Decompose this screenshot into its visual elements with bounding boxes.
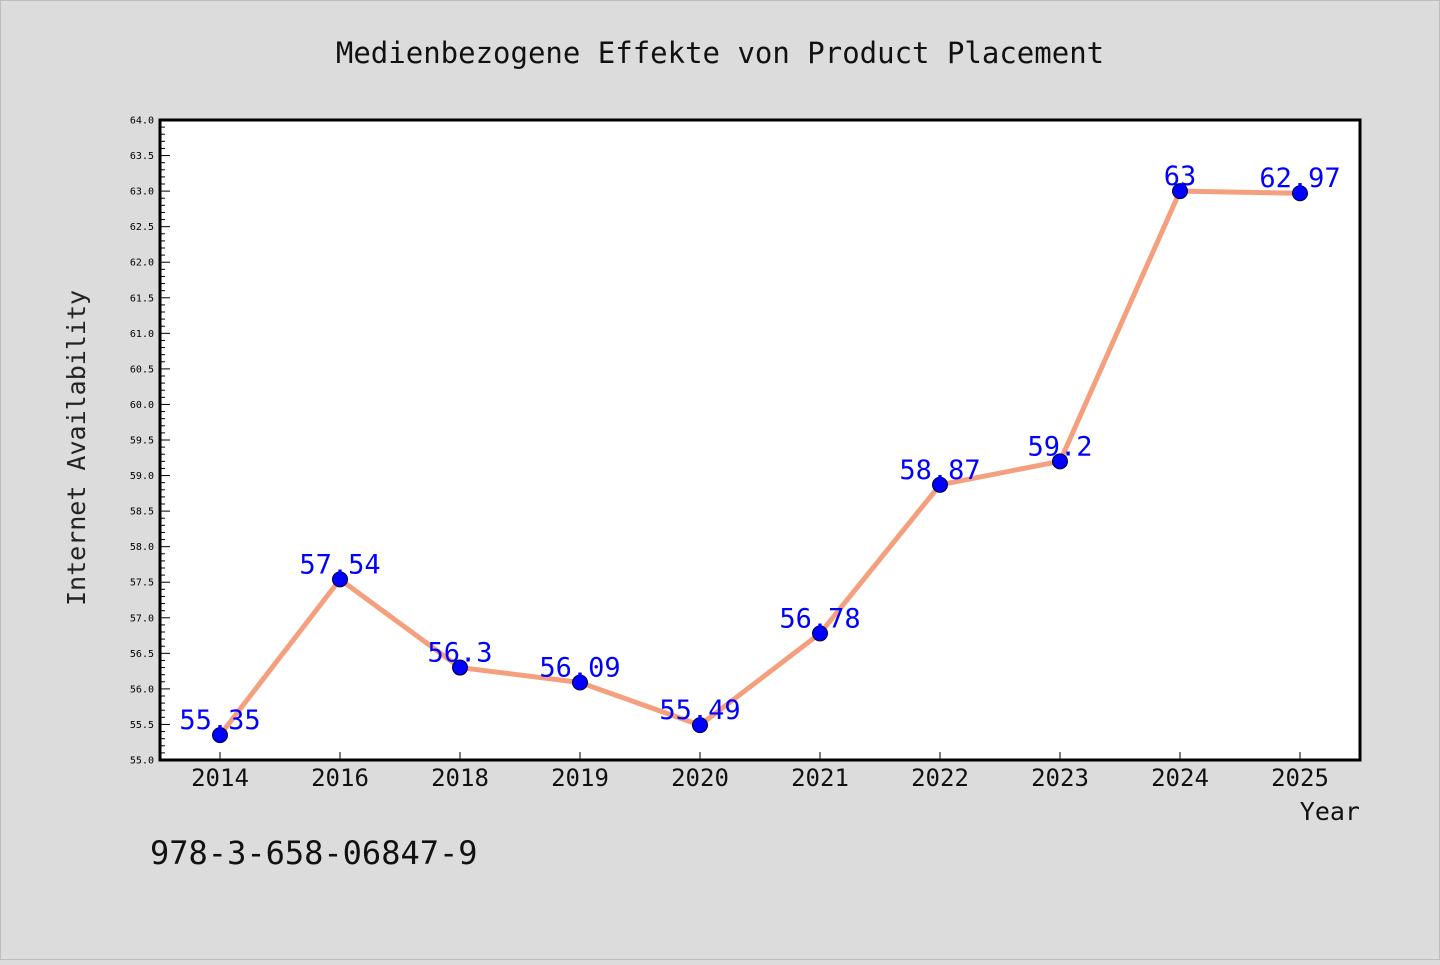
y-axis-label: Internet Availability <box>62 290 91 606</box>
y-tick-label: 63.0 <box>130 187 154 198</box>
y-tick-label: 62.0 <box>130 258 154 269</box>
y-tick-label: 59.0 <box>130 471 154 482</box>
y-tick-label: 56.5 <box>130 649 154 660</box>
y-tick-label: 59.5 <box>130 436 154 447</box>
x-tick-label: 2024 <box>1151 764 1209 792</box>
data-label: 59.2 <box>1027 431 1092 462</box>
data-label: 58.87 <box>899 455 980 486</box>
data-point <box>1292 185 1308 202</box>
data-labels: 55.35 57.54 56.3 56.09 55.49 56.78 58.87 59.2 63… <box>179 161 1340 736</box>
series-line <box>217 188 1303 738</box>
x-tick-label: 2018 <box>431 764 489 792</box>
chart-title: Medienbezogene Effekte von Product Place… <box>336 36 1104 70</box>
y-tick-label: 57.5 <box>130 578 154 589</box>
x-tick-label: 2014 <box>191 764 249 792</box>
data-point <box>812 625 828 642</box>
data-point <box>1052 453 1068 470</box>
data-point <box>212 727 228 744</box>
series-line-group <box>217 188 1303 738</box>
data-point <box>572 674 588 691</box>
data-point <box>332 571 348 588</box>
y-tick-label: 61.0 <box>130 329 154 340</box>
y-tick-label: 58.5 <box>130 507 154 518</box>
y-tick-label: 61.5 <box>130 293 154 304</box>
y-tick-label: 56.0 <box>130 684 154 695</box>
x-tick-label: 2019 <box>551 764 609 792</box>
data-point <box>452 659 468 676</box>
plot-area <box>160 120 1360 760</box>
y-tick-label: 60.5 <box>130 364 154 375</box>
x-tick-label: 2021 <box>791 764 849 792</box>
y-tick-label: 63.5 <box>130 151 154 162</box>
y-tick-label: 55.0 <box>130 756 154 767</box>
data-point <box>1172 183 1188 200</box>
y-tick-label: 55.5 <box>130 720 154 731</box>
x-tick-label: 2022 <box>911 764 969 792</box>
y-tick-label: 60.0 <box>130 400 154 411</box>
x-tick-label: 2020 <box>671 764 729 792</box>
data-label: 63 <box>1164 161 1197 192</box>
x-axis-label: Year <box>1300 797 1360 826</box>
data-label: 62.97 <box>1259 163 1340 194</box>
data-label: 55.35 <box>179 705 260 736</box>
y-tick-label: 57.0 <box>130 613 154 624</box>
plot-frame <box>158 118 1362 762</box>
x-tick-label: 2025 <box>1271 764 1329 792</box>
isbn-label: 978-3-658-06847-9 <box>150 834 478 872</box>
data-point <box>932 476 948 493</box>
data-point <box>692 717 708 734</box>
data-label: 55.49 <box>659 695 740 726</box>
y-tick-label: 58.0 <box>130 542 154 553</box>
y-tick-label: 64.0 <box>130 116 154 127</box>
series-markers <box>212 183 1308 744</box>
data-label: 56.3 <box>427 638 492 669</box>
y-tick-label: 62.5 <box>130 222 154 233</box>
x-tick-label: 2023 <box>1031 764 1089 792</box>
data-label: 56.78 <box>779 603 860 634</box>
data-label: 56.09 <box>539 652 620 683</box>
x-tick-label: 2016 <box>311 764 369 792</box>
data-label: 57.54 <box>299 549 380 580</box>
